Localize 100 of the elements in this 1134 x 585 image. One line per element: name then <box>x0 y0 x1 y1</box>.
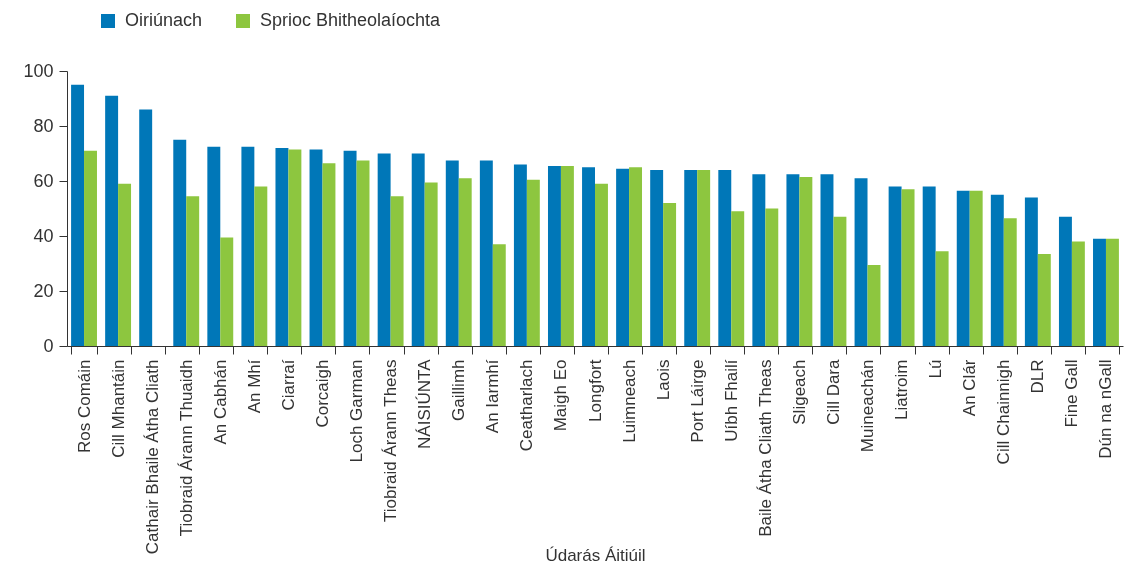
bar <box>139 109 153 346</box>
bar <box>458 178 472 346</box>
bar <box>765 208 779 346</box>
bar <box>1037 253 1051 346</box>
bar <box>445 160 459 346</box>
bar <box>799 176 813 346</box>
bar <box>241 146 255 346</box>
bar <box>322 163 336 346</box>
legend-label: Oiriúnach <box>125 10 203 30</box>
bar <box>288 149 302 346</box>
x-tick-label: Cill Dara <box>823 358 843 425</box>
bar <box>888 186 902 346</box>
x-tick-label: Cill Chainnigh <box>994 359 1014 465</box>
bar <box>186 196 200 346</box>
bar <box>526 179 540 346</box>
bar <box>663 203 677 346</box>
x-tick-label: DLR <box>1028 359 1048 394</box>
x-tick-label: Port Láirge <box>687 359 707 443</box>
bar <box>390 196 404 346</box>
x-tick-label: An Iarmhí <box>483 359 503 434</box>
x-tick-label: Sligeach <box>789 359 809 425</box>
x-tick-label: Luimneach <box>619 359 639 443</box>
bar <box>356 160 370 346</box>
y-tick-label: 60 <box>33 170 54 191</box>
x-tick-label: Maigh Eo <box>551 359 571 432</box>
bar <box>513 164 527 346</box>
bar <box>547 165 561 346</box>
bar <box>275 148 289 346</box>
bar <box>343 150 357 346</box>
y-tick-label: 40 <box>33 225 54 246</box>
x-tick-label: Lú <box>926 359 946 379</box>
x-tick-label: Tiobraid Árann Thuaidh <box>176 359 196 537</box>
x-tick-label: Cathair Bhaile Átha Cliath <box>142 359 162 555</box>
x-tick-label: Ceatharlach <box>517 359 537 452</box>
bar <box>650 170 664 346</box>
bar <box>1058 216 1072 346</box>
bar <box>424 182 438 346</box>
bar <box>867 264 881 346</box>
x-tick-label: Tiobraid Árann Theas <box>381 359 401 523</box>
x-tick-label: NÁISIÚNTA <box>415 358 435 449</box>
bar <box>820 174 834 346</box>
bar <box>697 170 711 346</box>
bar <box>377 153 391 346</box>
x-tick-label: Laois <box>653 359 673 401</box>
x-tick-label: Ciarraí <box>278 359 298 411</box>
x-tick-label: Loch Garman <box>347 359 367 463</box>
bar <box>922 186 936 346</box>
bar <box>254 186 268 346</box>
bar <box>1024 197 1038 346</box>
bar <box>71 84 85 346</box>
bar <box>492 244 506 346</box>
bar <box>731 211 745 346</box>
bar <box>616 168 630 346</box>
bar <box>560 165 574 346</box>
x-tick-label: Muineachán <box>858 359 878 453</box>
x-tick-label: Corcaigh <box>312 359 332 428</box>
bar <box>582 167 595 346</box>
bar <box>1105 238 1119 346</box>
x-tick-label: Fine Gall <box>1062 359 1082 428</box>
bar <box>1071 241 1085 346</box>
bar <box>901 189 915 346</box>
bar <box>479 160 493 346</box>
bar <box>969 190 983 346</box>
bar <box>629 167 643 346</box>
bar <box>752 174 766 346</box>
x-tick-label: An Cabhán <box>210 359 230 445</box>
bar <box>786 174 800 346</box>
x-tick-label: Ros Comáin <box>74 359 94 454</box>
bar <box>220 237 234 346</box>
bar <box>118 183 132 346</box>
bar <box>833 216 847 346</box>
bar <box>207 146 221 346</box>
bar <box>1003 218 1017 346</box>
bar <box>411 153 425 346</box>
x-tick-label: Baile Átha Cliath Theas <box>755 359 775 537</box>
x-tick-label: Longfort <box>585 359 605 422</box>
bar <box>84 150 97 346</box>
bar <box>956 190 970 346</box>
legend-label: Sprioc Bhitheolaíochta <box>260 10 442 30</box>
x-tick-label: Cill Mhantáin <box>108 359 128 458</box>
bar <box>718 170 732 346</box>
y-tick-label: 20 <box>33 280 54 301</box>
bar <box>1093 238 1106 346</box>
y-tick-label: 0 <box>43 335 54 356</box>
bar <box>990 194 1004 346</box>
bar <box>105 95 119 346</box>
x-axis-title: Údarás Áitiúil <box>545 545 646 565</box>
bar <box>309 149 323 346</box>
bar <box>854 178 868 346</box>
x-tick-label: Uíbh Fhailí <box>721 359 741 442</box>
bar <box>173 139 187 346</box>
bar <box>684 170 698 346</box>
x-tick-label: Gaillimh <box>449 359 469 421</box>
x-tick-label: An Mhí <box>244 359 264 414</box>
bar <box>935 251 949 346</box>
bar <box>595 183 608 346</box>
y-tick-label: 80 <box>33 115 54 136</box>
x-tick-label: Dún na nGall <box>1096 359 1116 459</box>
x-tick-label: Liatroim <box>892 359 912 420</box>
x-tick-label: An Clár <box>960 359 980 417</box>
